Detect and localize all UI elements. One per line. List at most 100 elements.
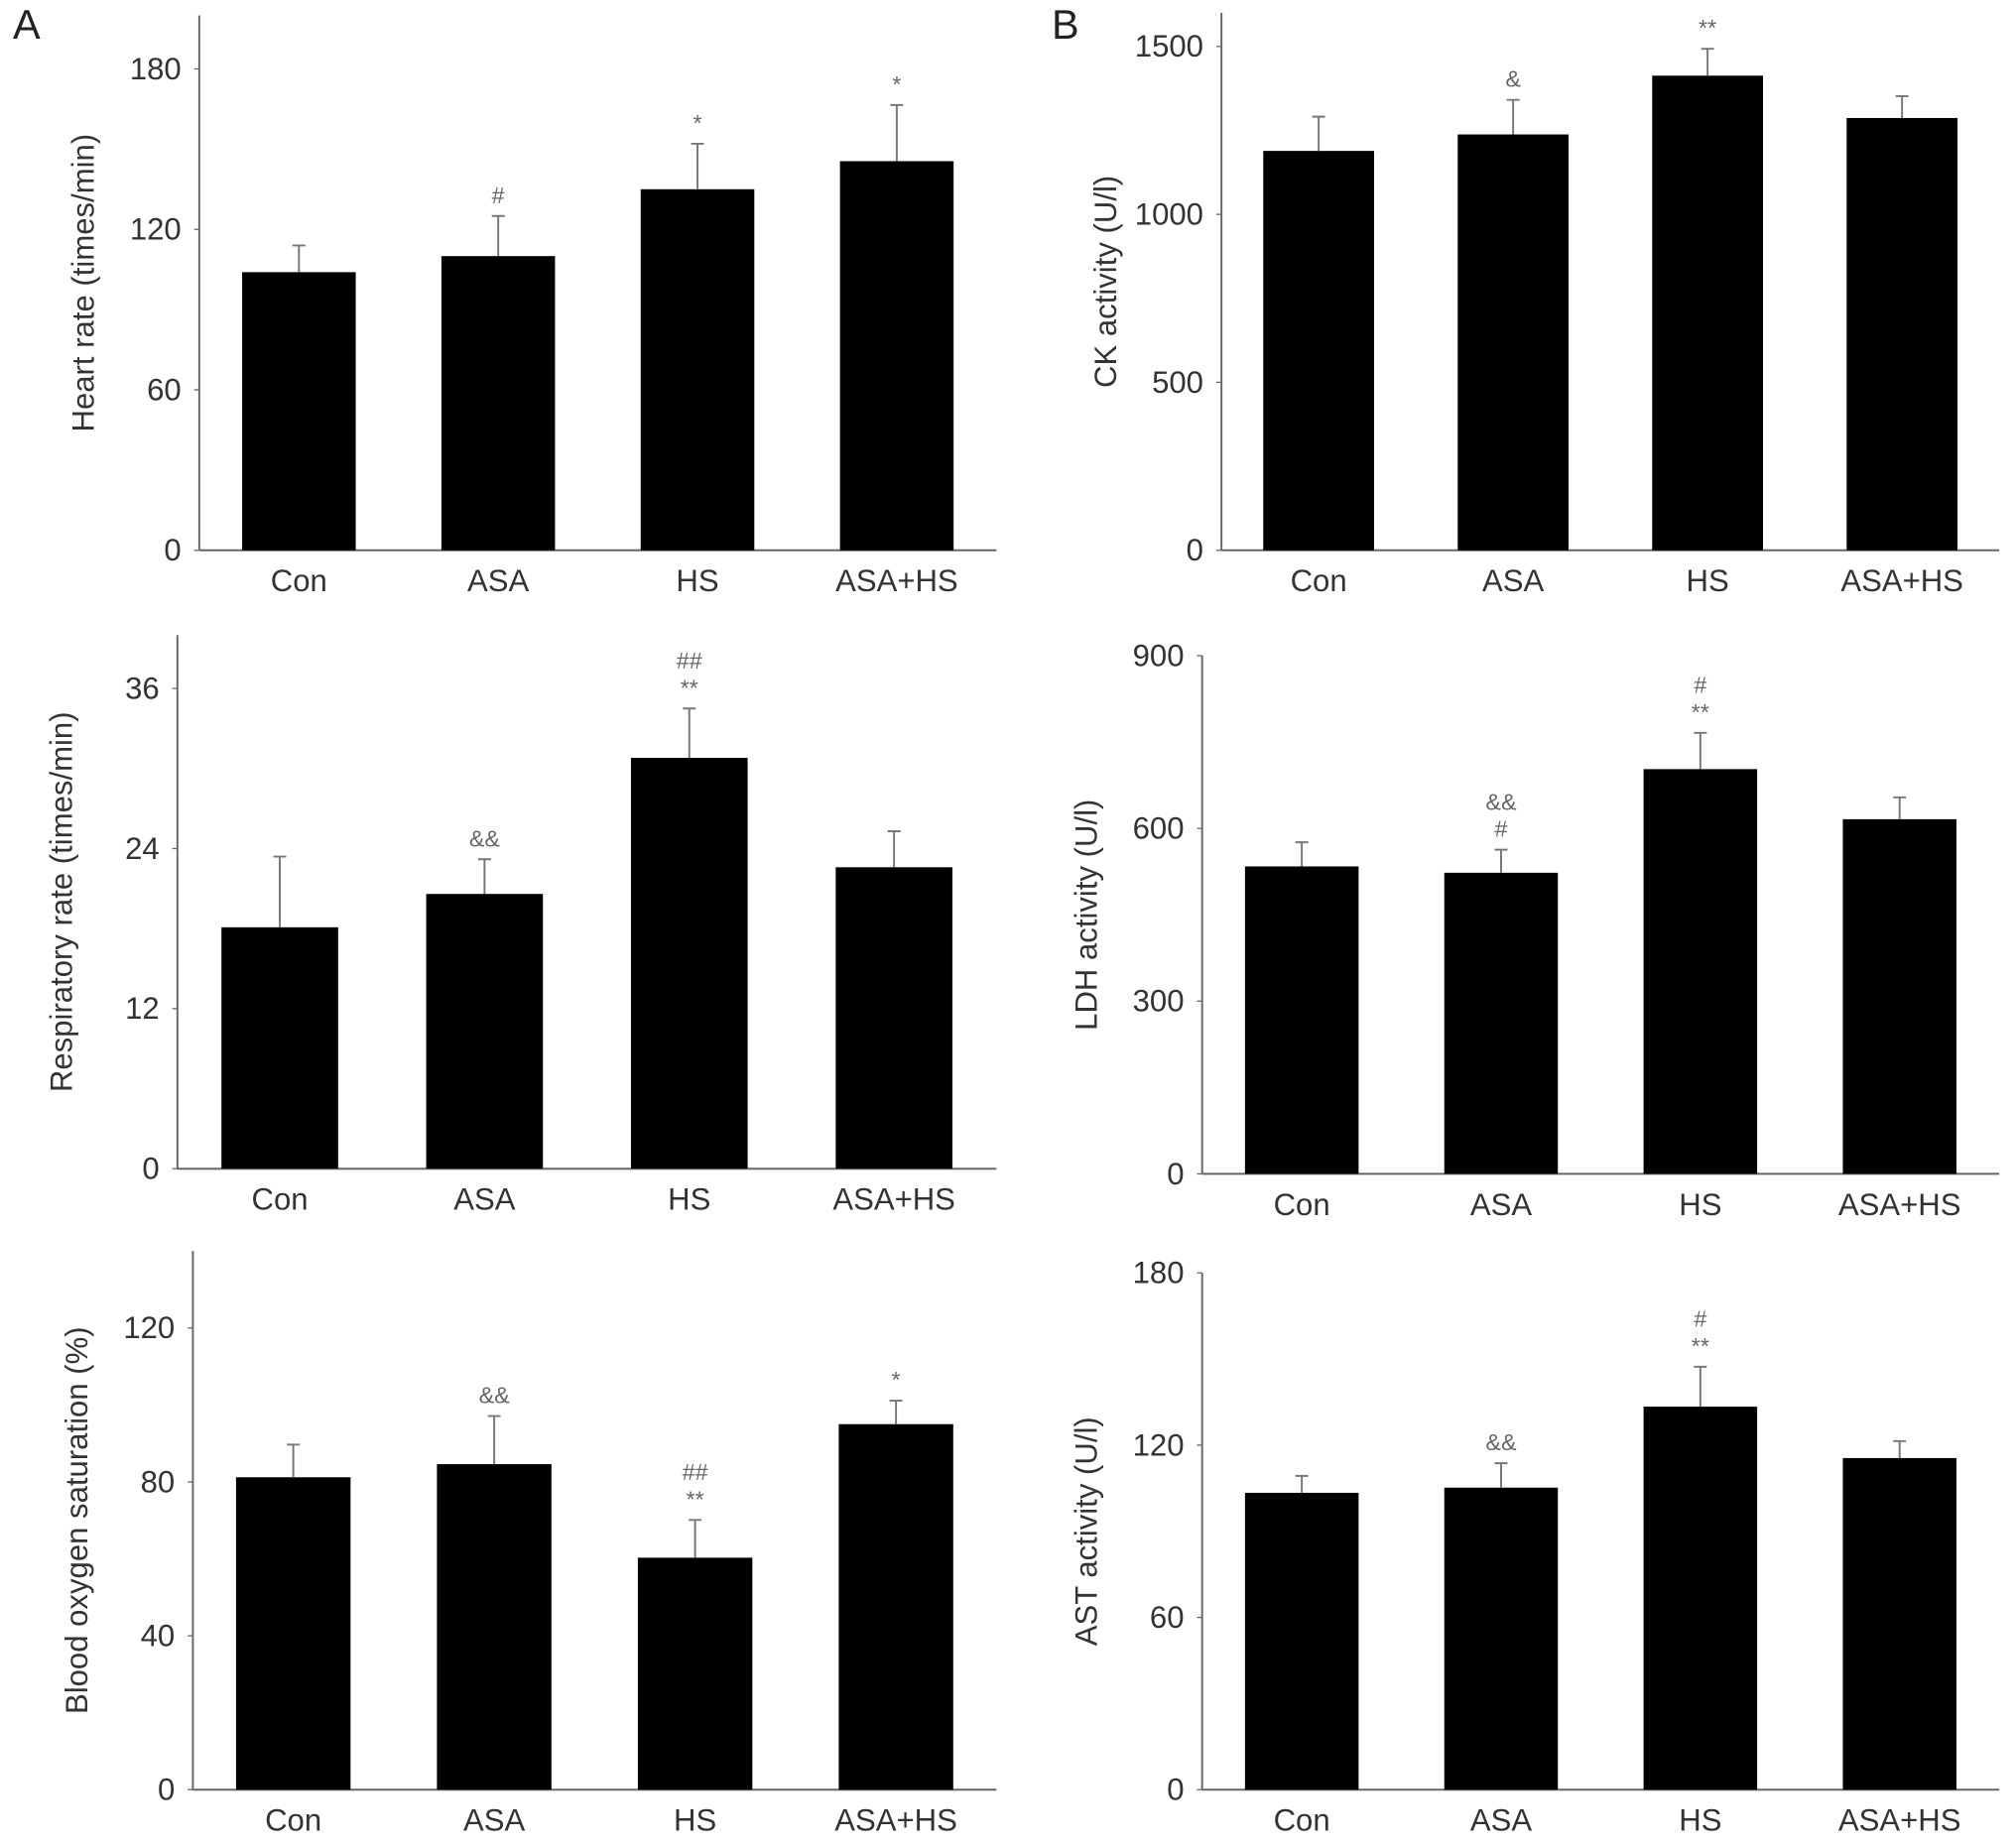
error-bar	[1701, 48, 1714, 76]
bar	[839, 161, 954, 551]
panel-label: B	[1052, 1, 1079, 48]
y-tick-label: 120	[130, 212, 182, 247]
bar	[242, 272, 356, 551]
error-bar	[1506, 98, 1520, 135]
bar	[1444, 1487, 1559, 1790]
bar	[838, 1423, 953, 1790]
bar	[426, 894, 544, 1169]
y-tick-label: 1000	[1135, 197, 1203, 232]
significance-mark: *	[892, 1367, 901, 1393]
significance-mark: #	[492, 183, 505, 208]
y-axis-label: LDH activity (U/l)	[1069, 800, 1103, 1031]
x-tick-label: Con	[1274, 1803, 1330, 1838]
y-tick-label: 180	[130, 52, 182, 86]
bar	[235, 1477, 351, 1790]
x-tick-label: ASA	[453, 1182, 515, 1217]
error-bar	[1295, 1474, 1309, 1493]
significance-mark: &	[1505, 66, 1521, 92]
y-axis-label: Respiratory rate (times/min)	[45, 711, 79, 1092]
bar	[640, 188, 755, 551]
x-tick-label: HS	[674, 1803, 716, 1838]
error-bar	[889, 1400, 903, 1424]
significance-mark: *	[693, 110, 701, 136]
error-bar	[890, 103, 904, 162]
y-tick-label: 0	[1167, 1157, 1184, 1191]
significance-mark: ##	[677, 648, 702, 674]
significance-mark: &&	[1485, 1429, 1517, 1455]
significance-mark: **	[1699, 15, 1716, 41]
y-tick-label: 24	[125, 831, 160, 866]
y-tick-label: 600	[1133, 811, 1185, 846]
y-tick-label: 60	[1150, 1600, 1185, 1635]
error-bar	[491, 214, 505, 257]
bar	[1244, 866, 1359, 1174]
y-tick-label: 12	[125, 991, 160, 1026]
error-bar	[1895, 94, 1909, 118]
x-tick-label: HS	[1679, 1187, 1721, 1222]
error-bar	[1893, 796, 1907, 819]
x-tick-label: ASA+HS	[832, 1182, 955, 1217]
y-tick-label: 900	[1133, 638, 1185, 673]
y-tick-label: 0	[142, 1152, 159, 1186]
x-tick-label: HS	[1679, 1803, 1721, 1838]
significance-mark: **	[1692, 1333, 1709, 1359]
error-bar	[292, 244, 306, 273]
error-bar	[1893, 1439, 1907, 1458]
error-bar	[287, 1443, 301, 1478]
x-tick-label: Con	[265, 1803, 321, 1838]
bar	[1643, 1407, 1758, 1790]
significance-mark: ##	[683, 1459, 708, 1485]
y-axis-label: AST activity (U/l)	[1069, 1416, 1103, 1646]
significance-mark: &&	[479, 1383, 511, 1409]
bar	[630, 758, 748, 1169]
bar	[1842, 1457, 1956, 1790]
error-bar	[1494, 848, 1508, 873]
x-tick-label: Con	[252, 1182, 309, 1217]
error-bar	[1494, 1462, 1508, 1488]
bar	[1846, 117, 1958, 551]
significance-mark: **	[681, 675, 698, 700]
x-tick-label: ASA	[463, 1803, 525, 1838]
bar	[1457, 134, 1569, 551]
significance-mark: **	[687, 1486, 704, 1512]
significance-mark: &&	[1485, 789, 1517, 814]
bar	[1244, 1492, 1359, 1790]
x-tick-label: Con	[1291, 563, 1347, 598]
error-bar	[477, 858, 491, 895]
x-tick-label: HS	[668, 1182, 710, 1217]
y-tick-label: 0	[164, 533, 181, 567]
y-tick-label: 40	[141, 1618, 176, 1653]
y-tick-label: 180	[1133, 1256, 1185, 1291]
bar	[221, 926, 338, 1169]
y-tick-label: 0	[158, 1773, 175, 1807]
significance-mark: #	[1694, 673, 1706, 698]
bar	[1263, 151, 1374, 551]
error-bar	[273, 855, 287, 927]
bar	[637, 1557, 753, 1790]
bar	[1643, 769, 1758, 1174]
significance-mark: #	[1495, 816, 1508, 842]
significance-mark: &&	[469, 825, 501, 851]
error-bar	[487, 1414, 501, 1465]
x-tick-label: ASA	[1470, 1187, 1532, 1222]
bar	[835, 867, 952, 1169]
x-tick-label: HS	[676, 563, 718, 598]
x-tick-label: ASA+HS	[834, 1803, 957, 1838]
x-tick-label: ASA+HS	[1838, 1803, 1961, 1838]
y-tick-label: 60	[147, 372, 182, 407]
bar	[437, 1464, 552, 1790]
significance-mark: #	[1694, 1306, 1706, 1332]
y-tick-label: 120	[1133, 1427, 1185, 1462]
x-tick-label: Con	[271, 563, 327, 598]
error-bar	[1295, 841, 1309, 867]
error-bar	[1694, 731, 1707, 770]
significance-mark: **	[1692, 699, 1709, 725]
y-tick-label: 500	[1152, 365, 1203, 400]
y-axis-label: Blood oxygen saturation (%)	[60, 1326, 94, 1714]
y-tick-label: 0	[1167, 1773, 1184, 1807]
y-tick-label: 0	[1187, 533, 1203, 567]
error-bar	[1312, 115, 1325, 152]
error-bar	[1694, 1365, 1707, 1408]
x-tick-label: Con	[1274, 1187, 1330, 1222]
